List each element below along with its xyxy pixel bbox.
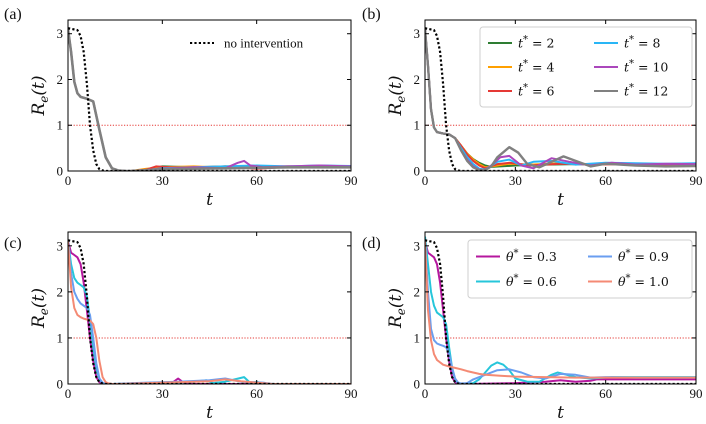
y-tick-label: 0 <box>414 164 421 179</box>
y-tick-label: 1 <box>414 118 421 133</box>
y-tick-label: 1 <box>57 330 64 345</box>
y-tick-label: 0 <box>57 377 64 392</box>
x-tick-label: 30 <box>509 386 522 401</box>
x-tick-label: 90 <box>690 173 703 188</box>
legend-label: t* = 2 <box>518 35 554 51</box>
legend-label: t* = 4 <box>518 59 554 75</box>
legend-label: t* = 6 <box>518 83 554 99</box>
panel-label: (b) <box>362 6 381 23</box>
panel-label: (c) <box>4 235 22 252</box>
series-line-theta-0-3 <box>425 240 696 384</box>
x-tick-label: 90 <box>345 173 358 188</box>
y-tick-label: 3 <box>414 238 421 253</box>
legend: θ* = 0.3 θ* = 0.9 θ* = 0.6 θ* = 1.0 <box>467 239 693 299</box>
y-axis-label: Re(t) <box>29 288 51 329</box>
x-tick-label: 60 <box>250 173 263 188</box>
x-tick-label: 30 <box>509 173 522 188</box>
series-line-no-intervention <box>68 239 351 384</box>
x-tick-label: 0 <box>65 386 72 401</box>
x-tick-label: 60 <box>250 386 263 401</box>
legend-label: no intervention <box>224 36 304 51</box>
legend-label: θ* = 1.0 <box>618 273 669 289</box>
series-line-t-12 <box>425 29 696 171</box>
y-tick-label: 0 <box>57 164 64 179</box>
axes-frame <box>424 19 697 172</box>
series-line-theta-0-3 <box>68 240 351 384</box>
y-tick-label: 2 <box>57 72 64 87</box>
legend-label: t* = 8 <box>624 35 660 51</box>
legend-label: θ* = 0.3 <box>506 248 557 264</box>
legend-label: θ* = 0.9 <box>618 248 669 264</box>
y-tick-label: 2 <box>414 72 421 87</box>
x-tick-label: 90 <box>690 386 703 401</box>
series-line-theta-0-6 <box>425 236 696 384</box>
x-tick-label: 30 <box>156 386 169 401</box>
y-tick-label: 1 <box>414 330 421 345</box>
y-axis-label: Re(t) <box>29 75 51 116</box>
axes-frame <box>67 19 352 172</box>
legend-label: t* = 10 <box>624 59 668 75</box>
legend-label: θ* = 0.6 <box>506 273 557 289</box>
x-tick-label: 30 <box>156 173 169 188</box>
x-tick-label: 90 <box>345 386 358 401</box>
x-tick-label: 60 <box>599 386 612 401</box>
series-line-theta-1-0 <box>68 241 351 384</box>
y-axis-label: Re(t) <box>386 75 408 116</box>
y-tick-label: 2 <box>57 284 64 299</box>
series-line-theta-0-6 <box>68 241 351 384</box>
x-tick-label: 0 <box>65 173 72 188</box>
x-tick-label: 0 <box>422 173 429 188</box>
panel-c: (c) 0 30 60 90 0 1 2 3 t Re(t) <box>4 231 358 423</box>
series-line-theta-1-0 <box>425 241 696 379</box>
axes-frame <box>424 231 697 385</box>
panel-label: (a) <box>4 6 22 23</box>
series-line-theta-0-9 <box>425 241 696 384</box>
legend: no intervention <box>182 30 342 56</box>
panel-label: (d) <box>362 235 381 252</box>
y-tick-label: 0 <box>414 377 421 392</box>
x-axis-label: t <box>557 190 564 210</box>
y-axis-label: Re(t) <box>386 288 408 329</box>
x-axis-label: t <box>206 190 213 210</box>
x-axis-label: t <box>206 403 213 423</box>
y-tick-label: 2 <box>414 284 421 299</box>
y-tick-label: 1 <box>57 118 64 133</box>
series-line-t-12 <box>68 29 351 171</box>
series-line-theta-0-9 <box>68 241 351 384</box>
x-tick-label: 0 <box>422 386 429 401</box>
x-axis-label: t <box>557 403 564 423</box>
y-tick-label: 3 <box>414 26 421 41</box>
y-tick-label: 3 <box>57 238 64 253</box>
y-tick-label: 3 <box>57 26 64 41</box>
x-tick-label: 60 <box>599 173 612 188</box>
panel-a: (a) 0 30 60 90 0 1 2 3 t Re(t) no intervention <box>4 6 358 210</box>
axes-frame <box>67 231 352 385</box>
legend: t* = 2 t* = 8 t* = 4 t* = 10 t* = 6 t* = 12 <box>479 26 693 108</box>
legend-label: t* = 12 <box>624 83 668 99</box>
